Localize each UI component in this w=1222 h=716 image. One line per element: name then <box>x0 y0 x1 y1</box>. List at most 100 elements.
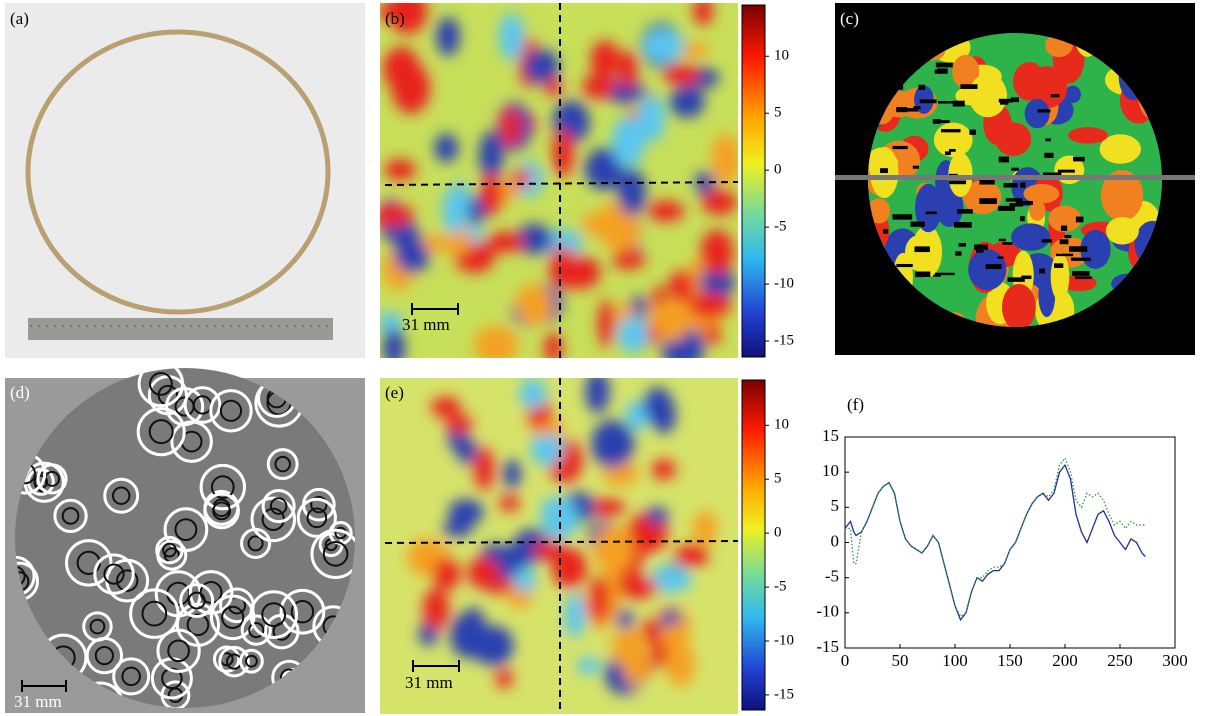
texture-ring <box>261 602 287 628</box>
texture-blob <box>617 609 634 630</box>
texture-speck <box>932 119 941 124</box>
texture-ring <box>121 666 141 687</box>
texture-speck <box>1002 242 1013 245</box>
texture-blob <box>532 540 568 560</box>
colorbar-label: 5 <box>774 471 782 487</box>
texture-ring <box>111 486 131 505</box>
texture-ring <box>61 507 80 525</box>
texture-blob <box>591 419 635 468</box>
scale-label: 31 mm <box>14 692 62 711</box>
texture-ring <box>148 419 174 445</box>
texture-blob <box>432 557 461 591</box>
texture-ring <box>36 463 68 495</box>
texture-blob <box>549 245 576 289</box>
texture-blob <box>442 186 465 235</box>
texture-ring <box>261 489 296 524</box>
texture-blob <box>623 636 646 687</box>
texture-ring <box>136 407 186 457</box>
texture-blob <box>612 249 646 270</box>
texture-blob <box>868 198 891 224</box>
panel-label: (a) <box>10 9 29 28</box>
texture-speck <box>1005 198 1023 202</box>
texture-blob <box>1100 169 1144 222</box>
texture-blob <box>551 547 587 589</box>
texture-blob <box>484 232 526 253</box>
texture-speck <box>955 251 962 256</box>
y-tick-label: 10 <box>822 461 839 480</box>
texture-ring <box>219 399 243 422</box>
dashed-crosshair <box>384 3 739 714</box>
texture-speck <box>935 272 955 276</box>
x-tick-label: 0 <box>841 651 850 670</box>
texture-speck <box>969 129 976 135</box>
y-tick-label: 15 <box>822 426 839 445</box>
texture-blob <box>618 50 638 89</box>
texture-speck <box>1073 156 1085 162</box>
texture-ring <box>187 591 206 610</box>
y-tick-label: -15 <box>816 637 839 656</box>
x-tick-label: 50 <box>892 651 909 670</box>
texture-blob <box>647 200 685 222</box>
texture-ring <box>156 628 201 673</box>
x-tick-label: 100 <box>942 651 968 670</box>
colorbar-label: -15 <box>774 686 794 702</box>
texture-speck <box>892 145 908 150</box>
scan-line <box>835 175 1195 180</box>
texture-ring <box>310 495 328 514</box>
texture-ring <box>199 463 247 511</box>
texture-blob <box>384 159 416 181</box>
texture-blob <box>694 171 715 195</box>
texture-speck <box>1020 182 1026 188</box>
colorbar-label: -5 <box>774 219 787 235</box>
texture-blob <box>699 264 735 301</box>
texture-blob <box>1011 223 1051 251</box>
texture-speck <box>1071 257 1091 261</box>
texture-blob <box>498 13 525 61</box>
texture-speck <box>948 173 958 177</box>
texture-blob <box>1029 199 1046 221</box>
texture-blob <box>952 54 980 89</box>
colorbar-label: 5 <box>774 105 782 121</box>
texture-speck <box>976 249 984 253</box>
texture-speck <box>979 179 995 185</box>
texture-speck <box>1011 167 1019 171</box>
texture-ring <box>141 600 168 627</box>
texture-blob <box>1023 184 1060 204</box>
scale-bars <box>21 303 460 692</box>
texture-blob <box>868 153 899 171</box>
colorbar <box>741 379 766 711</box>
texture-ring <box>240 614 272 646</box>
texture-blob <box>711 133 738 185</box>
texture-speck <box>998 238 1007 242</box>
texture-blob <box>513 567 537 593</box>
panel-label: (b) <box>385 9 405 28</box>
texture-speck <box>910 221 925 227</box>
texture-speck <box>985 264 1002 270</box>
texture-blob <box>584 147 624 191</box>
texture-blob <box>642 618 660 643</box>
texture-speck <box>1039 268 1045 274</box>
texture-blob <box>552 128 574 178</box>
texture-ring <box>103 563 125 585</box>
texture-blob <box>688 292 732 319</box>
texture-blob <box>524 49 560 84</box>
texture-blob <box>511 168 532 188</box>
texture-blob <box>479 130 504 181</box>
texture-blob <box>530 429 564 467</box>
photo-a <box>5 3 365 358</box>
texture-blob <box>395 241 430 273</box>
texture-speck <box>998 205 1015 211</box>
texture-speck <box>1021 275 1032 280</box>
texture-blob <box>649 300 691 342</box>
texture-blob <box>474 447 495 491</box>
texture-speck <box>948 148 956 152</box>
texture-blob <box>540 496 579 540</box>
texture-speck <box>919 99 937 104</box>
texture-blob <box>480 173 503 216</box>
data-line <box>845 456 1146 618</box>
texture-blob <box>663 63 700 86</box>
texture-speck <box>999 99 1009 105</box>
colorbar-label: -10 <box>774 632 794 648</box>
x-tick-label: 300 <box>1162 651 1188 670</box>
